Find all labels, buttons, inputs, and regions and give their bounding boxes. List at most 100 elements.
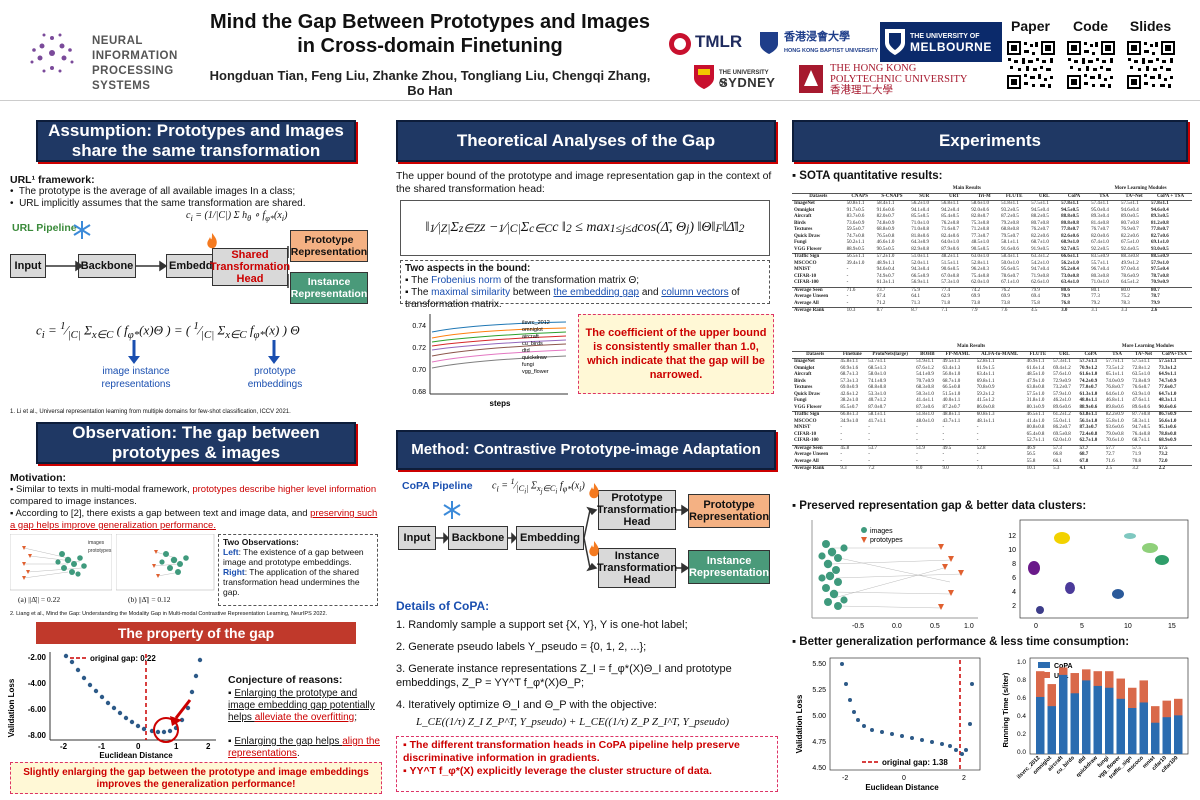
table1-cell: 94.3±0.4 [911, 267, 930, 272]
table1-cell: CIFAR-100 [794, 280, 819, 285]
copa-arrows [436, 504, 690, 574]
table1-cell: 54.2±1.0 [1031, 260, 1049, 266]
qr-code-paper[interactable] [1006, 40, 1056, 90]
table1-cell: Average Seen [794, 287, 823, 293]
table2-cell: 2.5 [1105, 466, 1113, 471]
table2-cell: 66.1 [1053, 458, 1062, 464]
table2-cell: 55.8 [1026, 458, 1036, 464]
table2-cell: 76.4±0.8 [1132, 431, 1151, 437]
table1-cell: 82.2±0.6 [1031, 233, 1049, 239]
table2-cell: 72.0 [1158, 458, 1168, 464]
qr-label-code: Code [1073, 18, 1108, 34]
copa-inst-head-box: Instance Transformation Head [596, 548, 678, 588]
conjecture-2: ▪ Enlarging the gap helps align the repr… [228, 736, 380, 759]
bar-copa [1047, 706, 1056, 754]
table2-cell: 3.2 [1132, 466, 1139, 471]
aspect1c: of the transformation matrix Θ; [501, 275, 640, 286]
table1-cell: 88.5±0.9 [1151, 254, 1169, 259]
table2-cell: 47.9±1.0 [1026, 378, 1045, 384]
table1-cell: 95.2±0.4 [1061, 267, 1079, 272]
hkbu-cn: 香港浸會大學 [784, 31, 850, 43]
table2-cell: 48.0±1.1 [1079, 398, 1098, 403]
table1-cell: 82.7±0.6 [1151, 233, 1169, 239]
table1-header: TA²-Net [1119, 193, 1150, 201]
table1-cell: 85.4±0.5 [941, 214, 959, 219]
table2-cell: 89.6±0.6 [1132, 404, 1151, 410]
table2-cell: VGG Flower [794, 404, 822, 410]
neurips-logo: NEURAL INFORMATION PROCESSING SYSTEMS [22, 28, 197, 92]
table1-cell: 81.8±0.6 [911, 233, 930, 239]
gen-ytick-0: 5.50 [812, 661, 826, 668]
sydney-text-1: THE UNIVERSITY OF [719, 70, 769, 87]
table1-row: Aircraft 83.7±0.6 82.0±0.7 85.5±0.5 85.4±0.5… [792, 214, 1192, 221]
table2-cell: MNIST [794, 425, 811, 430]
table1-cell: 64.1 [911, 294, 921, 299]
table2-cell: 57.9±1.0 [1053, 391, 1071, 397]
table2-cell: 63.4±1.1 [976, 372, 995, 377]
cluster-ytick-0: 12 [1008, 533, 1016, 540]
two-aspects-box: Two aspects in the bound: ▪ The Frobeniu… [400, 260, 770, 310]
caption-a: (a) ||Δ̄|| = 0.22 [18, 595, 61, 604]
table2-row: CIFAR-100 - - - - - 52.7±1.1 62.0±1.0 62.7±1.0 70… [792, 438, 1192, 445]
table2-cell: 77.6±0.7 [1158, 385, 1177, 390]
table1-cell: 68.8±0.9 [876, 227, 895, 232]
table1-cell: 57.8±1.1 [1151, 201, 1169, 206]
table2-cell: 41.7±1.1 [868, 418, 886, 424]
table2-cell: 57.7 [1079, 445, 1089, 451]
table1-cell: Average Rank [794, 308, 825, 313]
table1-cell: 77.3±0.7 [971, 233, 989, 239]
table2-cell: 89.8±0.6 [1105, 404, 1124, 410]
copa-proto-rep-box: Prototype Representation [688, 494, 770, 528]
mot2a: According to [2], there exists a gap bet… [15, 508, 311, 519]
qr-code-slides[interactable] [1126, 40, 1176, 90]
table1-cell: 74.8±0.9 [876, 220, 895, 226]
time-ytick-1: 0.8 [1017, 677, 1026, 684]
table1-cell: 67.1±1.0 [1001, 280, 1019, 285]
table2-cell: 51.9 [916, 445, 925, 451]
table1-cell: 71.0±0.8 [911, 227, 930, 232]
table2-cell: 46.9 [1026, 445, 1036, 451]
table1-cell: 87.2±0.5 [1001, 214, 1019, 219]
table2-cell: 9.3 [840, 466, 847, 471]
coef-legend-3: cu_birds [522, 341, 543, 347]
table2-cell: 9.0 [942, 466, 949, 471]
title-line-2: in Cross-domain Finetuning [297, 35, 563, 57]
table1-cell: 71.6±0.7 [941, 227, 959, 232]
conj2a: Enlarging the gap helps [234, 736, 343, 747]
table2-cell: 50.3±1.0 [916, 391, 934, 397]
table1-cell: 58.4±1.1 [1001, 254, 1019, 259]
prop-ylabel: Validation Loss [7, 678, 16, 737]
table2-cell: 89.6±0.6 [1053, 404, 1071, 410]
table2-cell: 56.5 [1026, 452, 1036, 457]
bar-copa [1105, 687, 1114, 754]
obs-left: Left: The existence of a gap between ima… [223, 547, 373, 567]
table1-cell: 67.4±1.0 [1091, 240, 1109, 245]
table2-cell: 68.7±1.0 [942, 378, 961, 384]
table1-cell: 82.9±0.8 [911, 246, 930, 252]
table1-header: Tri-M [969, 193, 1000, 201]
sota-heading-text: SOTA quantitative results: [799, 170, 943, 182]
table2-header: TSA [1103, 351, 1131, 359]
table2-cell: Quick Draw [794, 391, 821, 397]
bar-copa [1059, 674, 1068, 754]
table2-header: Datasets [792, 351, 839, 359]
table2-cell: 63.5±1.0 [1132, 372, 1151, 377]
table2-cell: 73.2 [1158, 452, 1168, 457]
assumption-title-2: share the same transformation [71, 141, 321, 160]
table1-cell: 81.4±0.8 [1091, 220, 1109, 226]
table2-cell: 51.8±1.0 [916, 412, 934, 417]
table2-cell: Omniglot [794, 365, 815, 371]
time-ytick-2: 0.6 [1017, 695, 1026, 702]
table1-cell: 56.8±1.1 [941, 201, 959, 206]
table1-cell: 71.3 [911, 300, 921, 306]
table2-cell: 77.0±0.7 [1079, 385, 1098, 390]
table1-group-more: More Learning Modules [1089, 186, 1192, 194]
table1-cell: 73.0±0.8 [1061, 273, 1079, 279]
coef-legend-0: ilsvrc_2012 [522, 320, 550, 326]
qr-code-code[interactable] [1066, 40, 1116, 90]
sota-heading: ▪ SOTA quantitative results: [792, 170, 943, 182]
neurips-swirl-icon [30, 33, 74, 73]
table1-cell: 69.4 [1031, 294, 1040, 299]
table2-cell: 8.0 [916, 466, 923, 471]
table1-cell: 93.0±0.5 [1151, 246, 1169, 252]
